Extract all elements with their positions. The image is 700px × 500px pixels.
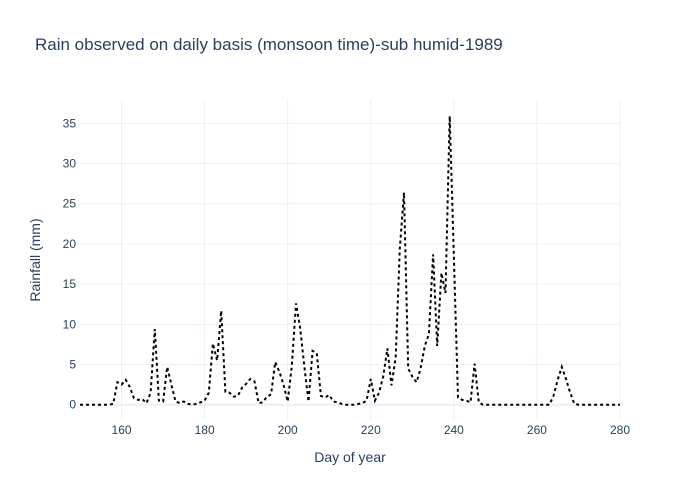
- x-axis-title: Day of year: [314, 449, 386, 465]
- y-tick-labels: 0 5 10 15 20 25 30 35: [63, 116, 77, 411]
- chart-title: Rain observed on daily basis (monsoon ti…: [35, 35, 503, 54]
- x-tick-label: 220: [361, 423, 381, 437]
- x-tick-label: 260: [527, 423, 547, 437]
- x-tick-label: 200: [278, 423, 298, 437]
- y-axis-title: Rainfall (mm): [27, 218, 43, 301]
- y-tick-label: 20: [63, 237, 77, 251]
- y-tick-label: 5: [69, 358, 76, 372]
- y-tick-label: 10: [63, 317, 77, 331]
- y-tick-label: 25: [63, 197, 77, 211]
- x-tick-labels: 160 180 200 220 240 260 280: [112, 423, 631, 437]
- x-tick-label: 160: [112, 423, 132, 437]
- series-layer: [80, 116, 620, 406]
- y-tick-label: 15: [63, 277, 77, 291]
- x-tick-label: 180: [195, 423, 215, 437]
- rainfall-series-line: [80, 116, 620, 406]
- y-tick-label: 30: [63, 157, 77, 171]
- x-tick-label: 280: [610, 423, 630, 437]
- y-tick-label: 0: [69, 398, 76, 412]
- y-gridlines: [80, 122, 620, 406]
- x-tick-label: 240: [444, 423, 464, 437]
- x-gridlines: [121, 100, 621, 420]
- y-tick-label: 35: [63, 116, 77, 130]
